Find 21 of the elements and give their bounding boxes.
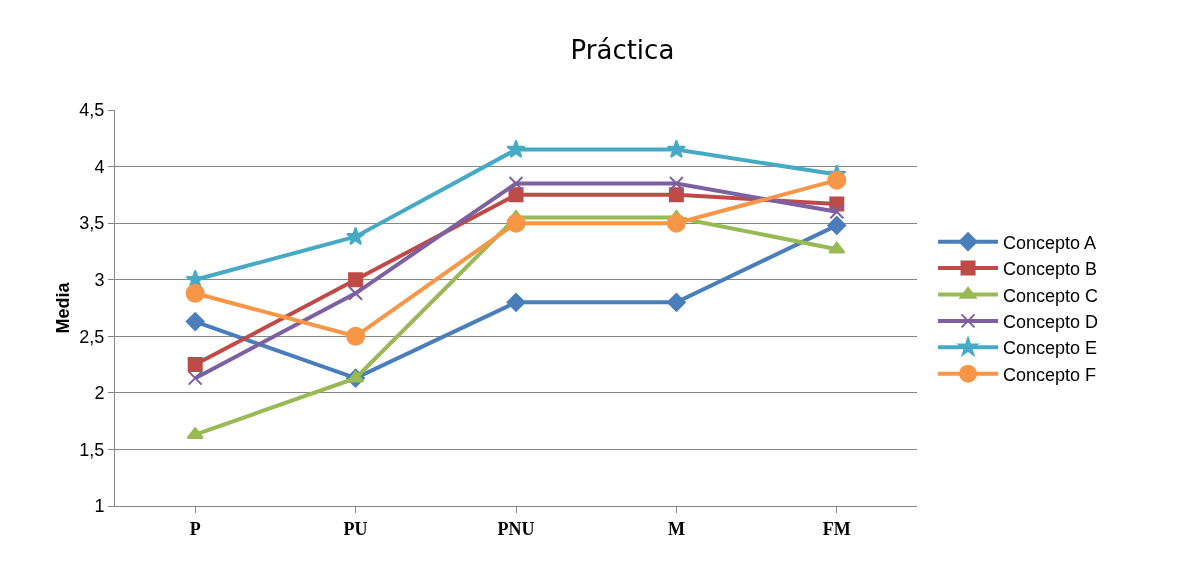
- legend-label: Concepto A: [1003, 232, 1097, 253]
- y-tick-label: 2: [94, 383, 105, 404]
- x-tick-label: M: [667, 518, 685, 539]
- legend-label: Concepto C: [1003, 285, 1099, 306]
- legend-label: Concepto B: [1003, 259, 1098, 280]
- chart-title: Práctica: [570, 34, 675, 65]
- y-tick-label: 4,5: [79, 100, 105, 121]
- x-tick-label: P: [189, 518, 201, 539]
- x-tick-label: PNU: [497, 518, 535, 539]
- y-tick-label: 2,5: [79, 326, 105, 347]
- y-tick-label: 3,5: [79, 213, 105, 234]
- y-tick-label: 1,5: [79, 439, 105, 460]
- y-tick-label: 3: [94, 270, 105, 291]
- x-tick-label: FM: [822, 518, 851, 539]
- legend-label: Concepto E: [1003, 338, 1098, 359]
- x-tick-label: PU: [343, 518, 368, 539]
- legend-label: Concepto D: [1003, 311, 1099, 332]
- y-tick-label: 1: [94, 496, 105, 517]
- y-axis-title: Media: [53, 281, 73, 334]
- legend-label: Concepto F: [1003, 364, 1097, 385]
- y-tick-label: 4: [94, 156, 105, 177]
